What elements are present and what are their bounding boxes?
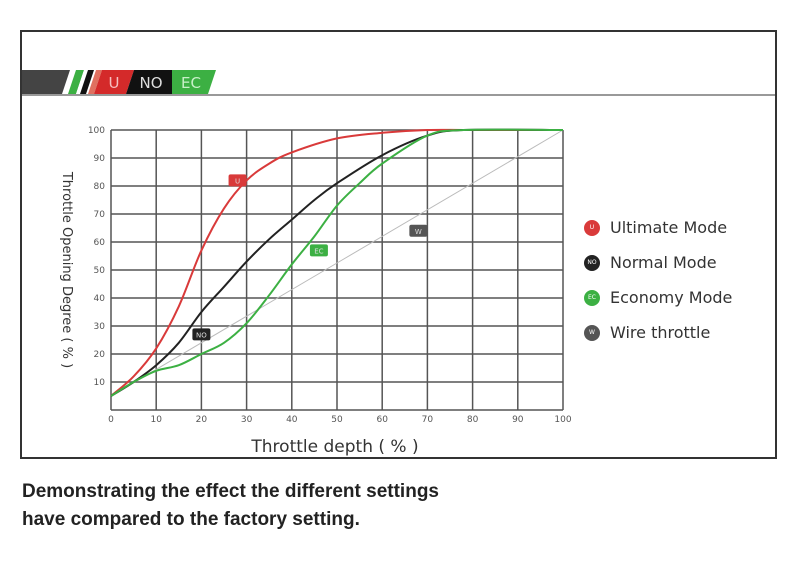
svg-text:U: U — [235, 177, 240, 185]
legend-label: Ultimate Mode — [610, 218, 728, 237]
y-tick-label: 50 — [94, 266, 106, 276]
y-tick-label: 70 — [94, 210, 106, 220]
x-tick-label: 50 — [331, 415, 343, 425]
throttle-chart: 0 10 20 30 40 50 60 70 80 90 100 10 20 30 40 50 60 70 80 90… — [59, 126, 572, 457]
x-tick-label: 40 — [286, 415, 298, 425]
x-tick-label: 60 — [376, 415, 388, 425]
y-tick-label: 40 — [94, 294, 106, 304]
series-line-u — [110, 128, 563, 397]
logo-ec-segment — [172, 70, 216, 94]
legend-label: Economy Mode — [610, 288, 733, 307]
mode-logo: U NO EC — [22, 70, 216, 94]
series-tag-w: W — [409, 224, 428, 237]
y-axis-label: Throttle Opening Degree ( % ) — [59, 171, 74, 368]
x-tick-label: 100 — [554, 415, 571, 425]
x-tick-label: 10 — [150, 415, 162, 425]
y-tick-label: 10 — [94, 378, 106, 388]
series-tag-ec: EC — [309, 244, 328, 257]
y-tick-label: 30 — [94, 322, 106, 332]
y-tick-label: 100 — [88, 126, 105, 136]
legend-dot-icon: EC — [584, 289, 600, 306]
x-tick-label: 20 — [196, 415, 208, 425]
legend-label: Normal Mode — [610, 253, 717, 272]
series-tag-u: U — [228, 174, 247, 187]
x-tick-label: 30 — [241, 415, 253, 425]
y-tick-label: 80 — [94, 182, 106, 192]
x-tick-label: 80 — [467, 415, 479, 425]
caption: Demonstrating the effect the different s… — [22, 478, 439, 534]
svg-text:U: U — [109, 74, 120, 92]
legend-label: Wire throttle — [610, 323, 711, 342]
legend-dot-icon: W — [584, 324, 600, 341]
caption-line-2: have compared to the factory setting. — [22, 509, 360, 530]
x-axis-label: Throttle depth ( % ) — [250, 437, 418, 457]
header-divider — [22, 94, 775, 96]
legend: U Ultimate Mode NO Normal Mode EC Economy Mod… — [584, 210, 732, 350]
svg-text:NO: NO — [196, 331, 207, 339]
y-tick-label: 90 — [94, 154, 106, 164]
legend-item: EC Economy Mode — [584, 280, 732, 315]
y-tick-label: 20 — [94, 350, 106, 360]
svg-text:NO: NO — [139, 74, 162, 92]
x-tick-label: 70 — [422, 415, 434, 425]
legend-dot-icon: U — [584, 219, 600, 236]
logo-no-segment — [126, 70, 172, 94]
chart-frame — [20, 30, 777, 459]
x-tick-label: 90 — [512, 415, 524, 425]
legend-dot-icon: NO — [584, 254, 600, 271]
svg-text:EC: EC — [314, 247, 323, 255]
svg-text:W: W — [415, 228, 422, 236]
series-line-ec — [110, 128, 564, 397]
svg-text:EC: EC — [181, 74, 201, 92]
x-tick-label: 0 — [108, 415, 114, 425]
caption-line-1: Demonstrating the effect the different s… — [22, 481, 439, 502]
legend-item: U Ultimate Mode — [584, 210, 732, 245]
logo-u-segment — [94, 70, 134, 94]
y-tick-label: 60 — [94, 238, 106, 248]
legend-item: W Wire throttle — [584, 315, 732, 350]
legend-item: NO Normal Mode — [584, 245, 732, 280]
series-tag-no: NO — [192, 328, 211, 341]
